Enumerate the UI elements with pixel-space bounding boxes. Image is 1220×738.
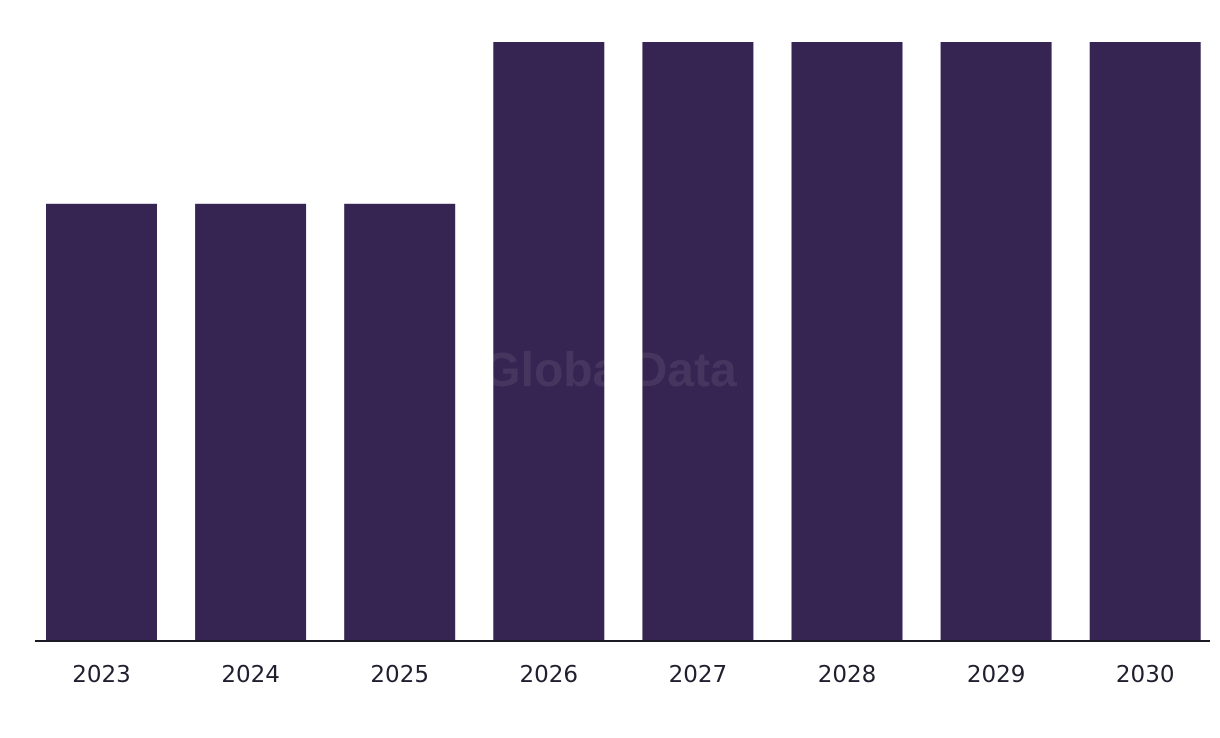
bar-2030	[1089, 42, 1201, 641]
bar-2026	[493, 42, 605, 641]
bar-2023	[46, 203, 157, 642]
bar-2025	[344, 203, 456, 642]
x-tick-label-2025: 2025	[370, 662, 429, 688]
bars-layer	[46, 42, 1201, 642]
x-tick-label-2026: 2026	[520, 662, 579, 688]
x-tick-label-2024: 2024	[221, 662, 280, 688]
bar-2029	[940, 42, 1052, 641]
x-tick-label-2029: 2029	[967, 662, 1026, 688]
bar-2024	[195, 203, 307, 642]
bar-2027	[642, 42, 754, 641]
x-tick-label-2023: 2023	[72, 662, 131, 688]
watermark-logo: GlobalData	[483, 344, 737, 397]
x-tick-label-2030: 2030	[1116, 662, 1175, 688]
x-tick-label-2027: 2027	[669, 662, 728, 688]
x-tick-label-2028: 2028	[818, 662, 877, 688]
bar-2028	[791, 42, 903, 641]
x-tick-labels: 2023 2024 2025 2026 2027 2028 2029 2030	[72, 662, 1174, 688]
